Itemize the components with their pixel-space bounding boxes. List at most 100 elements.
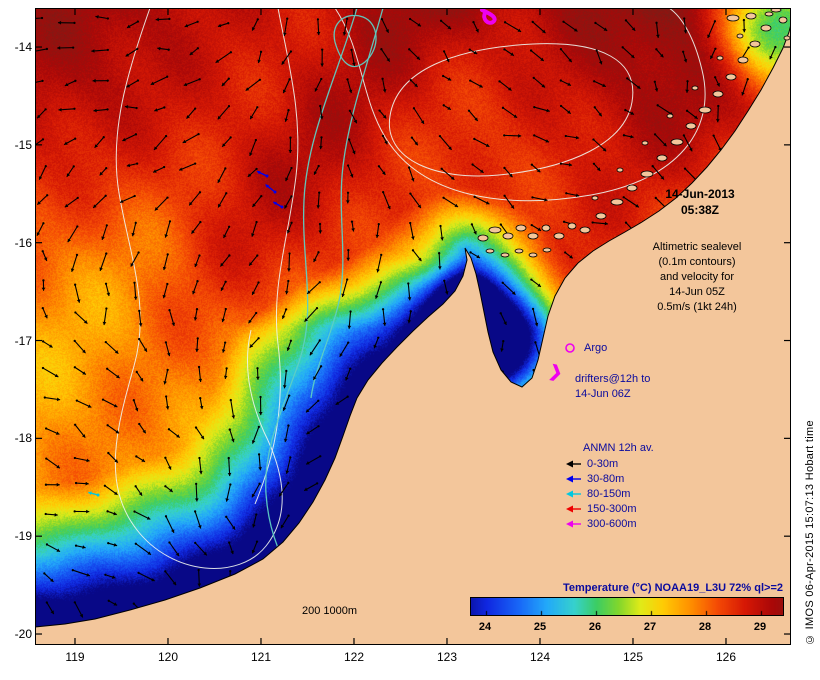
y-axis-tick-label: -15 bbox=[14, 137, 32, 152]
velocity-arrow bbox=[154, 196, 169, 211]
anmn-legend: ANMN 12h av. 0-30m 30-80m 80-150m 150-30… bbox=[565, 442, 665, 531]
map-plot-area[interactable] bbox=[35, 8, 791, 645]
velocity-arrow bbox=[44, 427, 60, 435]
velocity-arrow bbox=[167, 428, 181, 439]
velocity-arrow bbox=[409, 221, 415, 240]
velocity-arrow bbox=[45, 457, 61, 469]
velocity-arrow bbox=[442, 50, 450, 63]
velocity-arrow bbox=[257, 453, 262, 471]
island bbox=[515, 224, 527, 232]
velocity-arrow bbox=[41, 307, 48, 319]
velocity-arrow bbox=[626, 77, 641, 90]
velocity-arrow bbox=[305, 455, 322, 465]
velocity-arrow bbox=[41, 250, 48, 262]
velocity-arrow bbox=[531, 196, 548, 202]
velocity-arrow bbox=[227, 456, 232, 477]
island bbox=[514, 248, 524, 254]
velocity-arrow bbox=[565, 192, 580, 198]
velocity-arrow bbox=[653, 133, 667, 147]
velocity-arrow bbox=[709, 47, 717, 60]
velocity-arrow bbox=[221, 77, 230, 87]
island bbox=[528, 252, 538, 258]
velocity-arrow bbox=[530, 163, 541, 173]
island bbox=[527, 232, 539, 240]
velocity-arrow bbox=[249, 138, 258, 157]
velocity-arrow bbox=[318, 222, 323, 234]
velocity-arrow bbox=[653, 80, 659, 92]
alti-line: 14-Jun 05Z bbox=[669, 286, 725, 298]
velocity-arrow bbox=[319, 104, 324, 120]
mooring-arrow bbox=[88, 491, 100, 497]
velocity-arrow bbox=[219, 254, 231, 267]
velocity-arrow bbox=[183, 78, 201, 87]
velocity-arrow bbox=[249, 337, 260, 348]
velocity-arrow bbox=[71, 569, 91, 577]
velocity-arrow bbox=[182, 132, 200, 144]
velocity-arrow bbox=[381, 77, 387, 93]
velocity-arrow bbox=[284, 108, 290, 122]
velocity-arrow bbox=[442, 104, 452, 111]
velocity-arrow bbox=[251, 425, 261, 444]
velocity-arrow bbox=[381, 134, 388, 145]
velocity-arrow bbox=[198, 456, 203, 475]
velocity-arrow bbox=[134, 485, 143, 496]
velocity-arrow bbox=[468, 48, 478, 55]
island bbox=[616, 167, 624, 173]
velocity-arrow bbox=[412, 107, 425, 125]
velocity-arrow bbox=[411, 249, 422, 262]
velocity-arrow bbox=[741, 78, 749, 96]
velocity-arrow bbox=[150, 75, 169, 86]
colorbar-tick-label: 25 bbox=[533, 621, 547, 633]
velocity-arrow bbox=[622, 134, 634, 139]
velocity-arrow bbox=[655, 48, 664, 58]
sealevel-contour bbox=[114, 8, 283, 569]
velocity-arrow bbox=[94, 136, 105, 149]
velocity-arrow bbox=[137, 571, 155, 582]
velocity-arrow bbox=[378, 109, 387, 119]
y-axis-tick-label: -14 bbox=[14, 40, 32, 55]
velocity-arrow bbox=[564, 251, 574, 259]
velocity-arrow bbox=[188, 191, 202, 206]
velocity-arrow bbox=[280, 514, 290, 529]
velocity-arrow bbox=[64, 196, 79, 208]
velocity-arrow bbox=[164, 456, 172, 470]
velocity-arrow bbox=[95, 15, 110, 20]
velocity-arrow bbox=[559, 48, 573, 63]
anmn-legend-item: 150-300m bbox=[565, 501, 665, 516]
velocity-arrow bbox=[248, 254, 259, 266]
velocity-arrow bbox=[713, 76, 720, 87]
velocity-arrow bbox=[178, 162, 197, 171]
velocity-arrow bbox=[283, 424, 290, 443]
velocity-arrow bbox=[303, 482, 319, 492]
velocity-arrow bbox=[621, 46, 635, 59]
velocity-arrow bbox=[104, 573, 116, 579]
velocity-arrow bbox=[251, 220, 258, 237]
velocity-arrow bbox=[92, 194, 107, 209]
island bbox=[712, 90, 724, 98]
velocity-arrow bbox=[35, 138, 45, 146]
velocity-arrow bbox=[38, 164, 47, 181]
velocity-arrow bbox=[471, 163, 484, 174]
velocity-arrow bbox=[133, 510, 151, 520]
velocity-arrow bbox=[251, 540, 259, 554]
velocity-arrow bbox=[282, 394, 291, 411]
depth-range-label: 0-30m bbox=[587, 457, 619, 470]
velocity-arrow bbox=[314, 77, 323, 92]
velocity-arrow bbox=[122, 133, 138, 142]
anmn-legend-item: 30-80m bbox=[565, 471, 665, 486]
velocity-arrow bbox=[67, 225, 79, 243]
velocity-arrow bbox=[152, 165, 166, 173]
velocity-arrow bbox=[282, 78, 291, 94]
velocity-arrow bbox=[41, 279, 46, 291]
velocity-arrow bbox=[57, 20, 76, 25]
island bbox=[595, 212, 607, 220]
velocity-arrow bbox=[73, 423, 86, 439]
island bbox=[770, 8, 782, 13]
y-axis-tick-label: -17 bbox=[14, 333, 32, 348]
velocity-arrow bbox=[104, 340, 119, 355]
velocity-arrow bbox=[99, 252, 108, 272]
velocity-arrow bbox=[306, 281, 321, 295]
velocity-arrow bbox=[472, 20, 479, 33]
island bbox=[666, 113, 674, 119]
colorbar-tick-label: 29 bbox=[753, 621, 767, 633]
